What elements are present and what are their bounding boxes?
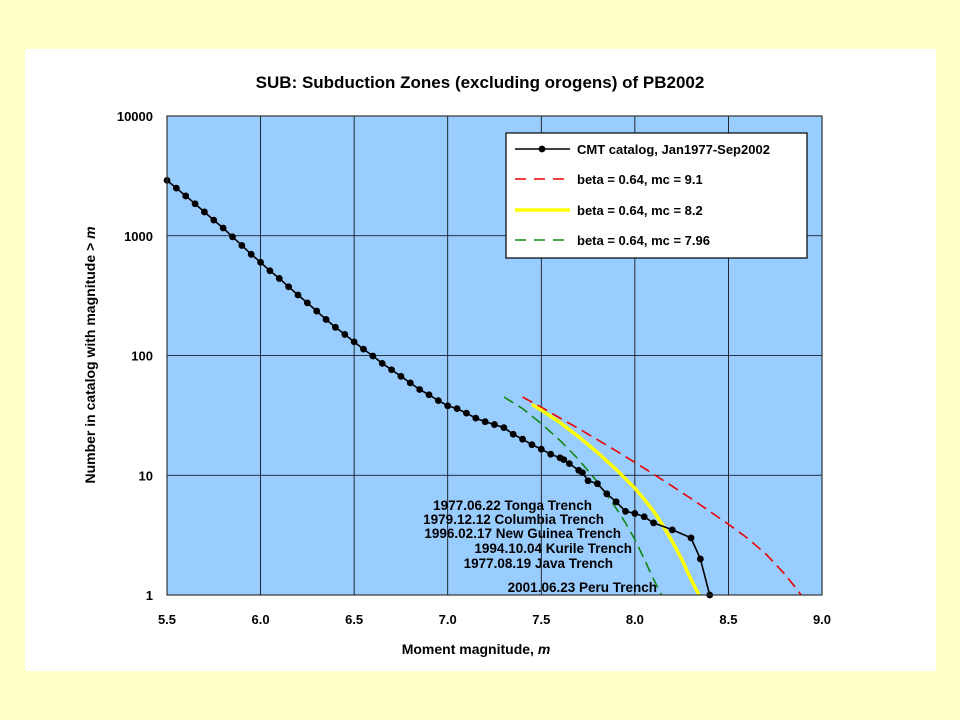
x-tick-label: 9.0 (813, 612, 831, 627)
x-tick-labels: 5.5 6.0 6.5 7.0 7.5 8.0 8.5 9.0 (158, 612, 831, 627)
catalog-point (275, 275, 283, 282)
catalog-point (509, 430, 517, 438)
legend-box (505, 132, 808, 259)
catalog-point (322, 316, 330, 323)
chart-panel: SUB: Subduction Zones (excluding orogens… (25, 49, 936, 671)
catalog-point (519, 435, 526, 443)
catalog-point (341, 331, 349, 338)
catalog-point (434, 397, 442, 405)
y-tick-labels: 1 10 100 1000 10000 (117, 109, 153, 603)
catalog-point (238, 242, 246, 249)
catalog-point (631, 510, 639, 517)
catalog-point (640, 513, 648, 521)
catalog-point (565, 460, 573, 468)
event-annotation: 1977.08.19 Java Trench (464, 556, 613, 571)
legend-marker (538, 145, 546, 153)
catalog-point (603, 490, 611, 498)
catalog-point (500, 424, 508, 431)
event-annotation: 2001.06.23 Peru Trench (508, 580, 657, 595)
y-tick-label: 1 (146, 588, 153, 603)
x-axis-title: Moment magnitude, m (402, 641, 551, 657)
catalog-point (622, 507, 629, 515)
catalog-point (229, 233, 236, 241)
y-tick-label: 10000 (117, 109, 153, 124)
catalog-point (463, 409, 470, 417)
y-axis-title-var: m (82, 226, 98, 238)
legend: CMT catalog, Jan1977-Sep2002 beta = 0.64,… (505, 132, 808, 259)
catalog-point (313, 307, 321, 315)
catalog-point (472, 414, 480, 422)
catalog-point (191, 200, 199, 208)
x-axis-title-var: m (538, 641, 550, 657)
series-line-2 (531, 402, 701, 595)
x-tick-label: 7.5 (532, 612, 550, 627)
catalog-point (668, 526, 676, 534)
catalog-point (294, 291, 302, 299)
y-axis-title-text: Number in catalog with magnitude > (82, 239, 98, 484)
x-tick-label: 6.5 (345, 612, 363, 627)
catalog-point (172, 184, 180, 192)
catalog-point (687, 534, 695, 542)
catalog-point (201, 208, 208, 216)
x-tick-label: 5.5 (158, 612, 176, 627)
catalog-point (257, 258, 264, 266)
catalog-point (303, 299, 311, 307)
catalog-point (350, 338, 358, 346)
legend-label-0: CMT catalog, Jan1977-Sep2002 (577, 142, 770, 157)
catalog-point (612, 498, 620, 506)
legend-label-3: beta = 0.64, mc = 7.96 (577, 233, 710, 248)
legend-label-2: beta = 0.64, mc = 8.2 (577, 203, 703, 218)
catalog-point (584, 477, 592, 485)
catalog-point (369, 352, 377, 360)
series-line-1 (522, 396, 803, 595)
y-tick-label: 10 (139, 468, 153, 483)
event-annotation: 1994.10.04 Kurile Trench (474, 541, 632, 556)
catalog-point (481, 418, 489, 426)
x-tick-label: 6.0 (252, 612, 270, 627)
legend-label-1: beta = 0.64, mc = 9.1 (577, 172, 703, 187)
catalog-point (332, 323, 339, 331)
catalog-point (547, 450, 555, 458)
catalog-point (360, 345, 367, 353)
x-tick-label: 8.5 (719, 612, 737, 627)
event-annotation: 1977.06.22 Tonga Trench (433, 498, 592, 513)
event-annotation: 1979.12.12 Columbia Trench (423, 512, 604, 527)
catalog-point (266, 267, 274, 275)
y-axis-title: Number in catalog with magnitude > m (82, 226, 98, 483)
catalog-point (537, 445, 545, 453)
catalog-point (210, 216, 218, 224)
y-tick-label: 100 (131, 349, 153, 364)
catalog-point (491, 421, 498, 428)
catalog-point (247, 250, 255, 258)
chart-svg: SUB: Subduction Zones (excluding orogens… (82, 73, 831, 657)
catalog-point (416, 386, 424, 393)
catalog-point (560, 456, 568, 464)
catalog-point (444, 402, 452, 410)
plot-frame (166, 115, 823, 596)
catalog-point (425, 391, 433, 399)
x-axis-title-text: Moment magnitude, (402, 641, 538, 657)
catalog-point (285, 283, 293, 291)
catalog-point (528, 441, 536, 449)
catalog-point (696, 555, 704, 563)
catalog-point (594, 480, 601, 488)
catalog-point (182, 192, 190, 200)
y-tick-label: 1000 (124, 229, 153, 244)
x-tick-label: 7.0 (439, 612, 457, 627)
catalog-point (453, 405, 461, 413)
catalog-point (406, 379, 414, 387)
chart-title: SUB: Subduction Zones (excluding orogens… (256, 73, 705, 92)
catalog-point (579, 469, 586, 477)
event-annotation: 1996.02.17 New Guinea Trench (424, 526, 621, 541)
catalog-point (219, 224, 227, 232)
catalog-point (397, 372, 405, 380)
catalog-point (650, 519, 657, 527)
series-markers (163, 176, 714, 599)
catalog-point (388, 366, 395, 374)
x-tick-label: 8.0 (626, 612, 644, 627)
catalog-point (378, 359, 386, 367)
